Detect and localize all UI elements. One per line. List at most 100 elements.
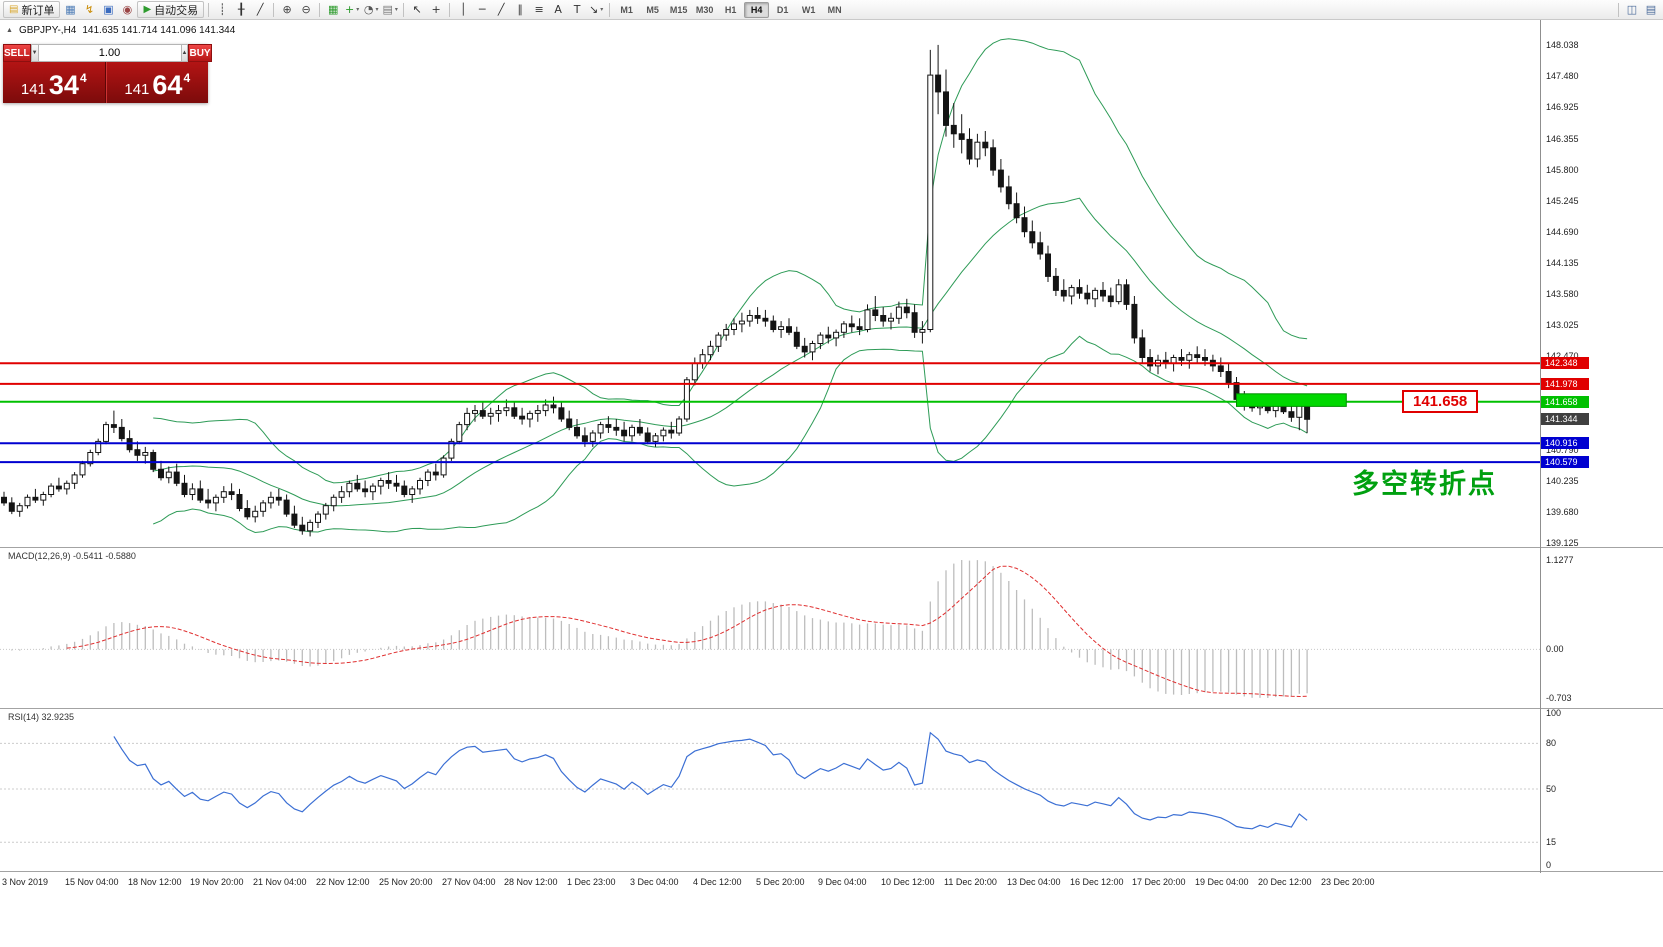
price-axis-label: 146.355 (1546, 134, 1579, 145)
price-axis[interactable]: 148.038 147.480 146.925 146.355 145.800 145.2… (1541, 0, 1663, 947)
autotrading-button-icon: ▶ (143, 4, 152, 15)
indicators-icon[interactable]: + ▾ (345, 3, 360, 16)
fibonacci-icon[interactable]: ≡ (534, 3, 544, 16)
time-axis-label: 9 Dec 04:00 (818, 877, 867, 887)
price-marker: 141.344 (1541, 413, 1589, 426)
symbol-name: GBPJPY-,H4 (18, 25, 77, 36)
price-callout-label[interactable]: 141.658 (1402, 390, 1479, 413)
buy-button[interactable]: BUY (188, 44, 212, 62)
volume-decrease-button[interactable]: ▼ (30, 44, 39, 62)
dropdown-arrow-icon: ▾ (394, 6, 398, 13)
turning-point-annotation[interactable]: 多空转折点 (1352, 469, 1497, 499)
sell-price-display[interactable]: 141 34 4 (3, 62, 106, 103)
price-axis-border (1540, 20, 1541, 873)
price-axis-label: 140.790 (1546, 445, 1579, 456)
buy-price-display[interactable]: 141 64 4 (105, 62, 208, 103)
panel-divider[interactable] (0, 871, 1663, 872)
market-watch-icon[interactable]: ▣ (103, 3, 114, 16)
rsi-axis-label: 80 (1546, 738, 1557, 748)
timeframe-button-m5[interactable]: M5 (646, 4, 659, 15)
line-chart-icon[interactable]: ╱ (256, 3, 264, 16)
new-order-button[interactable]: ▤ 新订单 (3, 1, 61, 18)
time-axis-label: 3 Nov 2019 (2, 877, 49, 887)
trendline-icon[interactable]: ╱ (497, 3, 505, 16)
dropdown-arrow-icon: ▾ (600, 6, 604, 13)
zoom-out-icon[interactable]: ⊖ (301, 3, 311, 16)
dropdown-arrow-icon: ▾ (375, 6, 379, 13)
horizontal-line-icon[interactable]: ─ (478, 3, 486, 16)
timeframe-button-h1[interactable]: H1 (724, 4, 737, 15)
time-axis-label: 27 Nov 04:00 (442, 877, 496, 887)
time-axis-label: 5 Dec 20:00 (756, 877, 805, 887)
data-window-icon[interactable]: ◉ (122, 3, 133, 16)
time-axis-label: 22 Nov 12:00 (316, 877, 370, 887)
timeframe-button-h4[interactable]: H4 (744, 1, 770, 18)
time-axis-label: 20 Dec 12:00 (1258, 877, 1312, 887)
time-axis[interactable]: 3 Nov 2019 15 Nov 04:00 18 Nov 12:00 19 Nov… (0, 873, 1663, 893)
timeframe-button-m1[interactable]: M1 (620, 4, 633, 15)
time-axis-label: 1 Dec 23:00 (567, 877, 616, 887)
autotrading-button-label: 自动交易 (154, 4, 199, 17)
equidistant-channel-icon[interactable]: ∥ (517, 3, 523, 16)
rsi-header: RSI(14) 32.9235 (8, 712, 75, 722)
charts-grid-icon[interactable]: ▦ (65, 3, 76, 16)
window-tile-icon[interactable]: ◫ (1626, 3, 1638, 16)
time-axis-label: 19 Nov 20:00 (190, 877, 244, 887)
collapse-icon[interactable]: ▲ (6, 27, 13, 34)
time-axis-label: 17 Dec 20:00 (1132, 877, 1186, 887)
volume-increase-button[interactable]: ▲ (180, 44, 189, 62)
sell-button[interactable]: SELL (3, 44, 31, 62)
time-axis-label: 13 Dec 04:00 (1007, 877, 1061, 887)
text-label-icon[interactable]: T (573, 3, 581, 16)
time-axis-label: 11 Dec 20:00 (944, 877, 997, 887)
toolbar-separator (319, 2, 321, 17)
new-order-button-icon: ▤ (9, 4, 19, 15)
price-axis-label: 144.135 (1546, 258, 1579, 269)
crosshair-icon[interactable]: + (431, 3, 441, 16)
panel-divider[interactable] (0, 547, 1663, 548)
time-axis-label: 3 Dec 04:00 (630, 877, 679, 887)
tile-windows-icon[interactable]: ▦ (327, 3, 339, 16)
price-marker: 140.579 (1541, 456, 1589, 469)
rsi-indicator-chart[interactable] (0, 709, 1540, 871)
time-axis-label: 28 Nov 12:00 (504, 877, 558, 887)
zoom-in-icon[interactable]: ⊕ (282, 3, 292, 16)
candlestick-chart[interactable] (0, 20, 1540, 547)
window-cascade-icon[interactable]: ▤ (1645, 3, 1657, 16)
timeframe-button-m30[interactable]: M30 (695, 4, 714, 15)
templates-icon[interactable]: ▤ ▾ (382, 3, 398, 16)
buy-price-major: 141 (124, 81, 150, 98)
time-axis-label: 16 Dec 12:00 (1070, 877, 1124, 887)
text-icon[interactable]: A (554, 3, 562, 16)
cursor-icon[interactable]: ↖ (412, 3, 422, 16)
panel-divider[interactable] (0, 708, 1663, 709)
periods-icon[interactable]: ◔ ▾ (363, 3, 379, 16)
toolbar-separator (1618, 2, 1619, 17)
sell-price-pipette: 4 (79, 71, 87, 85)
timeframe-button-mn[interactable]: MN (827, 4, 842, 15)
time-axis-label: 21 Nov 04:00 (253, 877, 307, 887)
macd-axis-label: 1.1277 (1546, 555, 1574, 565)
macd-indicator-chart[interactable] (0, 548, 1540, 708)
new-order-button-label: 新订单 (21, 4, 55, 17)
arrows-icon[interactable]: ↘ ▾ (589, 3, 604, 16)
autotrading-button[interactable]: ▶ 自动交易 (137, 1, 205, 18)
rsi-axis-label: 50 (1546, 784, 1557, 794)
price-marker: 141.658 (1541, 395, 1589, 408)
candlestick-icon[interactable]: ╂ (237, 3, 245, 16)
timeframe-button-d1[interactable]: D1 (776, 4, 789, 15)
rsi-axis-label: 0 (1546, 860, 1552, 870)
time-axis-label: 10 Dec 12:00 (881, 877, 935, 887)
timeframe-button-m15[interactable]: M15 (669, 4, 688, 15)
timeframe-button-w1[interactable]: W1 (801, 4, 816, 15)
buy-price-pips: 64 (152, 70, 183, 101)
bar-chart-icon[interactable]: ┊ (218, 3, 226, 16)
sell-price-major: 141 (20, 81, 46, 98)
time-axis-label: 15 Nov 04:00 (65, 877, 119, 887)
volume-input[interactable] (38, 44, 181, 62)
profile-icon[interactable]: ↯ (84, 3, 95, 16)
toolbar-separator (403, 2, 405, 17)
vertical-line-icon[interactable]: │ (459, 3, 467, 16)
price-axis-label: 139.680 (1546, 507, 1579, 518)
